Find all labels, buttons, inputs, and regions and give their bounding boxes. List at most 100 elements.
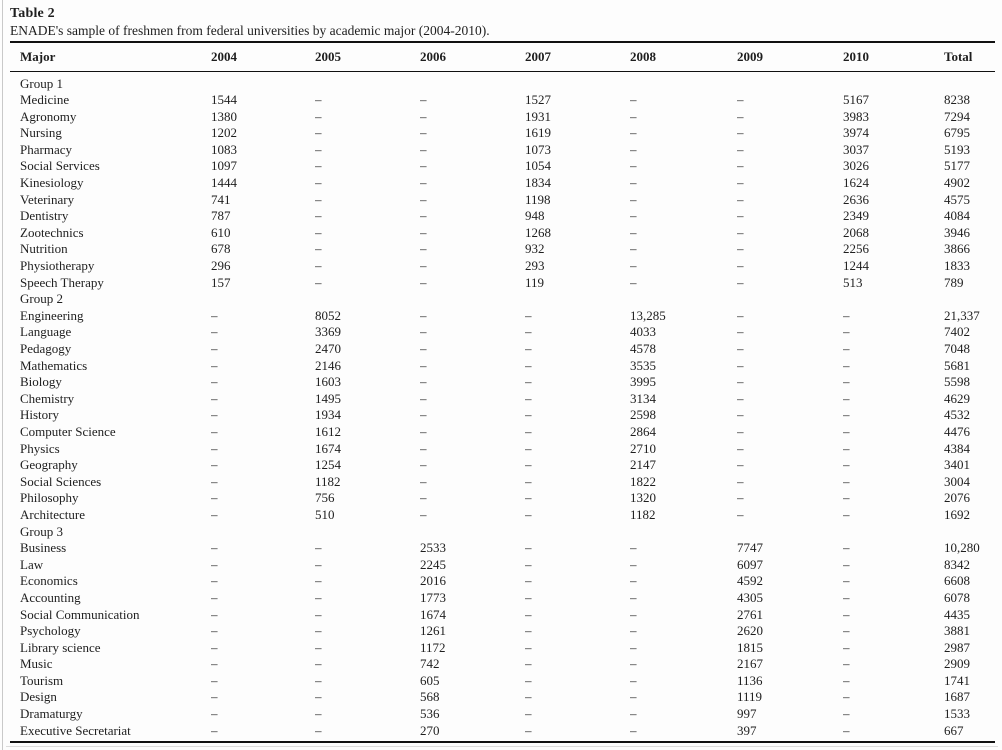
column-header: 2007 [525,49,551,64]
table-body: Group 1 Medicine 1544– –1527– –5167 8238 Agron… [10,72,995,743]
value-cell: – [630,241,637,257]
value-cell: 4578 [630,341,656,356]
value-cell: 997 [737,706,757,722]
value-cell: – [525,390,532,406]
major-cell: Zootechnics [20,224,84,240]
major-cell: Economics [20,573,78,589]
value-cell: 2598 [630,407,656,423]
value-cell: – [525,440,532,456]
value-cell: – [843,307,850,323]
value-cell: – [525,324,532,340]
value-cell: 6097 [737,556,763,572]
value-cell: – [843,606,850,622]
value-cell: – [315,722,322,738]
value-cell: 1822 [630,473,656,489]
value-cell: 4033 [630,324,656,340]
value-cell: – [211,540,218,556]
value-cell: – [315,656,322,672]
major-cell: Business [20,540,67,556]
column-header: 2008 [630,49,656,64]
value-cell: 1741 [944,672,970,688]
value-cell: – [843,573,850,589]
value-cell: 293 [525,258,545,274]
value-cell: – [630,606,637,622]
value-cell: – [525,573,532,589]
value-cell: – [525,506,532,522]
value-cell: – [420,341,427,356]
value-cell: – [315,141,322,157]
value-cell: 536 [420,706,440,722]
value-cell: – [211,639,218,655]
value-cell: 157 [211,274,231,290]
value-cell: – [211,440,218,456]
value-cell: – [630,274,637,290]
value-cell: – [315,125,322,141]
value-cell: 1172 [420,639,446,655]
value-cell: 2620 [737,623,763,639]
major-cell: Law [20,556,44,572]
value-cell: – [420,224,427,240]
value-cell: – [315,224,322,240]
value-cell: – [737,457,744,473]
value-cell: – [420,407,427,423]
value-cell: – [420,191,427,207]
value-cell: – [737,175,744,191]
value-cell: 5598 [944,374,970,390]
value-cell: 21,337 [944,307,980,323]
value-cell: – [315,689,322,705]
major-cell: Architecture [20,506,85,522]
table-row: History – 1934 – – 2598 – – 4532 [10,407,995,424]
value-cell: 3026 [843,158,869,174]
value-cell: – [737,241,744,257]
table-row: Pharmacy 1083 – – 1073 – – 3037 5193 [10,142,995,159]
value-cell: 1119 [737,689,763,705]
value-cell: 1773 [420,589,446,605]
table-row: Engineering – 8052 – – 13,285 – – 21,337 [10,308,995,325]
value-cell: – [420,390,427,406]
page-scan-edge-left [2,0,3,750]
value-cell: – [420,423,427,439]
table-row: Design – – 568 – – 1119 – 1687 [10,689,995,706]
value-cell: – [630,158,637,174]
value-cell: – [211,457,218,473]
value-cell: 7294 [944,108,970,124]
value-cell: – [420,92,427,108]
value-cell: – [630,92,637,108]
value-cell: 3866 [944,241,970,257]
value-cell: – [211,407,218,423]
value-cell: – [843,374,850,390]
value-cell: – [630,108,637,124]
value-cell: – [211,374,218,390]
table-row: Mathematics – 2146 – – 3535 – – 5681 [10,358,995,375]
column-header: 2009 [737,49,763,64]
value-cell: 1182 [315,473,341,489]
major-cell: Language [20,324,72,340]
value-cell: 2636 [843,191,869,207]
value-cell: 3995 [630,374,656,390]
value-cell: – [525,639,532,655]
value-cell: 6078 [944,589,970,605]
major-cell: Physiotherapy [20,258,95,274]
value-cell: – [211,722,218,738]
value-cell: – [525,307,532,323]
value-cell: – [843,473,850,489]
major-cell: Nursing [20,125,62,141]
table-row: Computer Science – 1612 – – 2864 – – 4476 [10,424,995,441]
major-cell: Chemistry [20,390,75,406]
value-cell: – [630,556,637,572]
value-cell: – [630,689,637,705]
value-cell: 1444 [211,175,237,191]
value-cell: – [211,324,218,340]
value-cell: – [525,357,532,373]
major-cell: Engineering [20,307,84,323]
value-cell: 4629 [944,390,970,406]
value-cell: – [843,706,850,722]
table-row: Law – – 2245 – – 6097 – 8342 [10,557,995,574]
major-cell: Veterinary [20,191,75,207]
value-cell: – [525,589,532,605]
value-cell: – [525,407,532,423]
value-cell: 2710 [630,440,656,456]
value-cell: 3881 [944,623,970,639]
major-cell: Design [20,689,57,705]
value-cell: 948 [525,208,545,224]
